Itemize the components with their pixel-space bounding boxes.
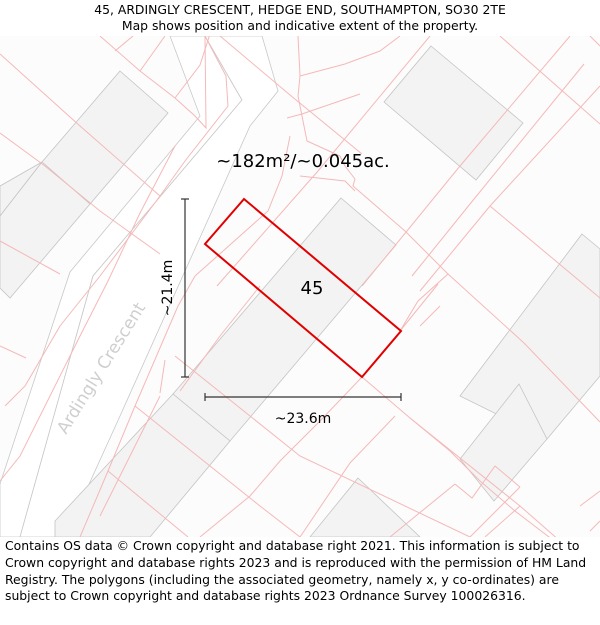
map-header: 45, ARDINGLY CRESCENT, HEDGE END, SOUTHA… (0, 0, 600, 36)
parcel-boundary (454, 465, 521, 499)
parcel-boundary (589, 520, 600, 532)
parcel-boundary (4, 325, 61, 407)
subject-property-outline[interactable] (203, 197, 403, 379)
parcel-boundary (99, 395, 161, 517)
parcel-boundary (579, 490, 600, 507)
building-footprint (459, 383, 548, 502)
parcel-boundary (339, 155, 356, 180)
building-footprint (54, 393, 231, 537)
parcel-boundary (0, 145, 176, 482)
parcel-boundary (0, 53, 161, 197)
buildings-layer (0, 45, 600, 537)
parcel-boundary (411, 63, 585, 277)
parcel-boundary (134, 405, 301, 537)
parcel-boundary (114, 36, 134, 52)
parcel-boundary (352, 178, 449, 332)
parcel-boundary (297, 75, 341, 157)
parcel-boundary (299, 415, 396, 537)
parcel-boundary (499, 36, 600, 125)
parcel-boundary (389, 483, 456, 537)
parcel-boundary (489, 205, 600, 299)
parcel-boundary (361, 36, 571, 287)
parcel-boundary (216, 36, 431, 287)
height-measure: ~21.4m (160, 198, 189, 378)
parcel-boundary (107, 470, 189, 537)
width-measure-label: ~23.6m (275, 411, 332, 427)
parcel-boundary (159, 359, 166, 394)
parcel-boundary (447, 273, 600, 423)
parcel-boundary (286, 93, 361, 119)
parcel-boundary (469, 486, 521, 537)
building-footprint (309, 477, 421, 537)
parcel-boundary (79, 305, 179, 537)
parcel-boundary (297, 36, 401, 77)
parcel-boundary (0, 345, 27, 359)
copyright-notice: Contains OS data © Crown copyright and d… (5, 538, 587, 604)
width-measure: ~23.6m (204, 393, 402, 427)
height-measure-label: ~21.4m (160, 260, 176, 317)
parcel-boundary (219, 36, 363, 155)
parcel-boundary (589, 36, 600, 47)
parcel-boundary (194, 135, 291, 277)
parcel-boundary (399, 283, 439, 332)
parcel-boundary (484, 505, 521, 537)
parcel-boundary (409, 417, 550, 537)
parcel-boundaries-layer (0, 36, 600, 537)
parcel-boundary (419, 305, 441, 327)
parcel-boundary (177, 275, 196, 307)
property-map[interactable]: Ardingly Crescent 45 ~182m²/~0.045ac. ~2… (0, 36, 600, 537)
road-segment (19, 36, 279, 537)
property-address: 45, ARDINGLY CRESCENT, HEDGE END, SOUTHA… (94, 2, 506, 17)
parcel-boundary (179, 285, 261, 392)
parcel-boundary (139, 36, 166, 72)
plot-number-label: 45 (301, 278, 324, 299)
parcel-boundary (174, 36, 210, 99)
parcel-boundary (199, 376, 363, 537)
area-label: ~182m²/~0.045ac. (216, 151, 390, 172)
parcel-boundary (174, 355, 471, 537)
building-footprint (459, 233, 600, 440)
parcel-boundary (299, 175, 356, 192)
map-subtitle: Map shows position and indicative extent… (121, 18, 479, 33)
parcel-boundary (59, 36, 229, 327)
parcel-boundary (0, 132, 161, 255)
parcel-boundary (0, 240, 61, 275)
building-footprint (383, 45, 524, 181)
roads-layer (0, 36, 279, 537)
parcel-boundary (174, 36, 207, 130)
map-canvas[interactable]: Ardingly Crescent 45 ~182m²/~0.045ac. ~2… (0, 36, 600, 537)
building-footprint (0, 161, 91, 299)
